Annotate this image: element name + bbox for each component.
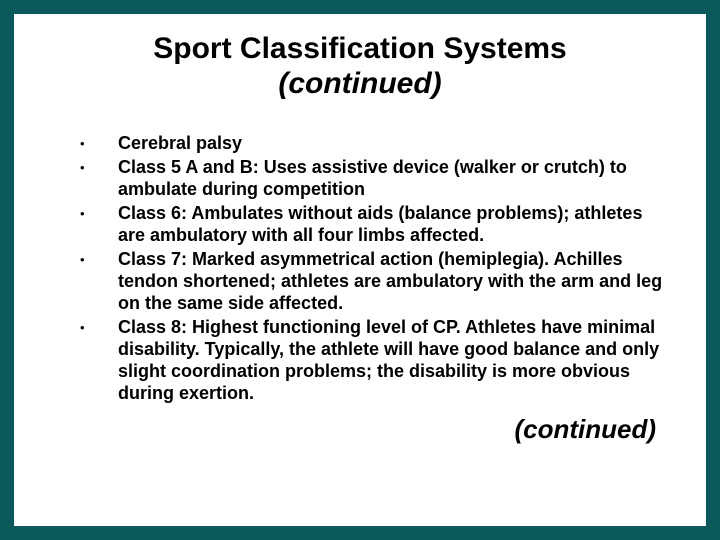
bullet-icon: • (74, 249, 118, 271)
bullet-text: Class 8: Highest functioning level of CP… (118, 317, 666, 405)
continued-label: (continued) (54, 414, 666, 445)
bullet-icon: • (74, 203, 118, 225)
bullet-icon: • (74, 157, 118, 179)
bullet-text: Class 7: Marked asymmetrical action (hem… (118, 249, 666, 315)
list-item: • Class 7: Marked asymmetrical action (h… (74, 249, 666, 315)
list-item: • Class 5 A and B: Uses assistive device… (74, 157, 666, 201)
list-item: • Cerebral palsy (74, 133, 666, 155)
bullet-text: Class 6: Ambulates without aids (balance… (118, 203, 666, 247)
bullet-icon: • (74, 317, 118, 339)
bullet-icon: • (74, 133, 118, 155)
title-line-1: Sport Classification Systems (54, 32, 666, 67)
list-item: • Class 6: Ambulates without aids (balan… (74, 203, 666, 247)
list-item: • Class 8: Highest functioning level of … (74, 317, 666, 405)
title-line-2: (continued) (54, 67, 666, 102)
slide-title: Sport Classification Systems (continued) (54, 32, 666, 101)
bullet-list: • Cerebral palsy • Class 5 A and B: Uses… (54, 133, 666, 404)
slide: Sport Classification Systems (continued)… (14, 14, 706, 526)
bullet-text: Cerebral palsy (118, 133, 666, 155)
bullet-text: Class 5 A and B: Uses assistive device (… (118, 157, 666, 201)
